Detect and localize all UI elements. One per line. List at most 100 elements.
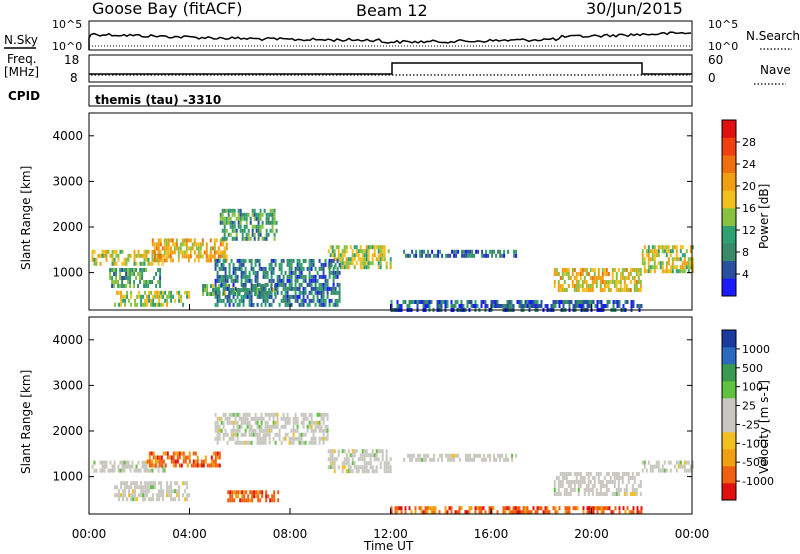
data-cell (625, 268, 628, 272)
data-cell (604, 506, 607, 511)
data-cell (599, 492, 602, 496)
data-cell (143, 468, 146, 473)
data-cell (310, 298, 313, 303)
data-cell (143, 460, 146, 465)
data-cell (143, 261, 146, 266)
data-cell (577, 288, 580, 292)
data-cell (575, 480, 578, 484)
data-cell (349, 245, 352, 250)
data-cell (290, 436, 293, 441)
data-cell (93, 249, 96, 254)
data-cell (411, 453, 414, 458)
data-cell (298, 440, 301, 445)
data-cell (223, 220, 226, 225)
data-cell (567, 268, 570, 272)
data-cell (304, 286, 307, 291)
data-cell (236, 278, 239, 283)
noise-right-tick-top: 10^5 (708, 18, 738, 31)
data-cell (178, 290, 181, 295)
data-cell (232, 288, 235, 292)
data-cell (235, 228, 238, 233)
data-cell (332, 302, 335, 307)
data-cell (330, 298, 333, 303)
data-cell (336, 258, 339, 263)
data-cell (320, 290, 323, 295)
data-cell (302, 298, 305, 303)
data-cell (488, 510, 491, 515)
data-cell (387, 465, 390, 470)
data-cell (345, 265, 348, 270)
data-cell (117, 280, 120, 284)
data-cell (160, 290, 163, 295)
data-cell (269, 228, 272, 233)
data-cell (526, 510, 529, 515)
data-cell (218, 451, 221, 456)
data-cell (137, 460, 140, 465)
data-cell (534, 304, 537, 308)
data-cell (371, 253, 374, 258)
data-cell (643, 245, 646, 250)
data-cell (144, 489, 147, 494)
data-cell (302, 416, 305, 421)
data-cell (232, 424, 235, 429)
data-cell (212, 292, 215, 296)
data-cell (571, 280, 574, 284)
data-cell (273, 208, 276, 213)
data-cell (144, 493, 147, 498)
data-cell (691, 245, 694, 250)
data-cell (638, 304, 641, 308)
data-cell (140, 481, 143, 486)
data-cell (552, 506, 555, 511)
data-cell (571, 284, 574, 288)
data-cell (151, 257, 154, 262)
data-cell (122, 489, 125, 494)
data-cell (218, 274, 221, 279)
data-cell (587, 472, 590, 476)
data-cell (337, 245, 340, 250)
data-cell (244, 428, 247, 433)
data-cell (127, 460, 130, 465)
data-cell (243, 490, 246, 495)
data-cell (229, 494, 232, 499)
data-cell (270, 270, 273, 275)
data-cell (461, 253, 464, 258)
data-cell (144, 290, 147, 295)
data-cell (99, 468, 102, 473)
data-cell (180, 451, 183, 456)
data-cell (130, 302, 133, 307)
data-cell (248, 288, 251, 292)
data-cell (216, 298, 219, 303)
data-cell (272, 424, 275, 429)
data-cell (228, 420, 231, 425)
data-cell (252, 286, 255, 291)
data-cell (630, 510, 633, 515)
data-cell (123, 464, 126, 469)
data-cell (437, 249, 440, 254)
data-cell (480, 510, 483, 515)
data-cell (268, 424, 271, 429)
data-cell (292, 440, 295, 445)
data-cell (282, 412, 285, 417)
data-cell (119, 460, 122, 465)
data-cell (270, 278, 273, 283)
data-cell (400, 510, 403, 515)
data-cell (259, 224, 262, 229)
data-cell (190, 463, 193, 468)
data-cell (474, 510, 477, 515)
data-cell (665, 269, 668, 274)
data-cell (205, 246, 208, 251)
data-cell (168, 290, 171, 295)
data-cell (244, 440, 247, 445)
data-cell (206, 292, 209, 296)
data-cell (623, 288, 626, 292)
data-cell (232, 270, 235, 275)
data-cell (636, 510, 639, 515)
data-cell (125, 272, 128, 276)
data-cell (424, 304, 427, 308)
data-cell (248, 432, 251, 437)
data-cell (338, 282, 341, 287)
data-cell (272, 258, 275, 263)
data-cell (257, 224, 260, 229)
data-cell (266, 412, 269, 417)
data-cell (564, 300, 567, 304)
